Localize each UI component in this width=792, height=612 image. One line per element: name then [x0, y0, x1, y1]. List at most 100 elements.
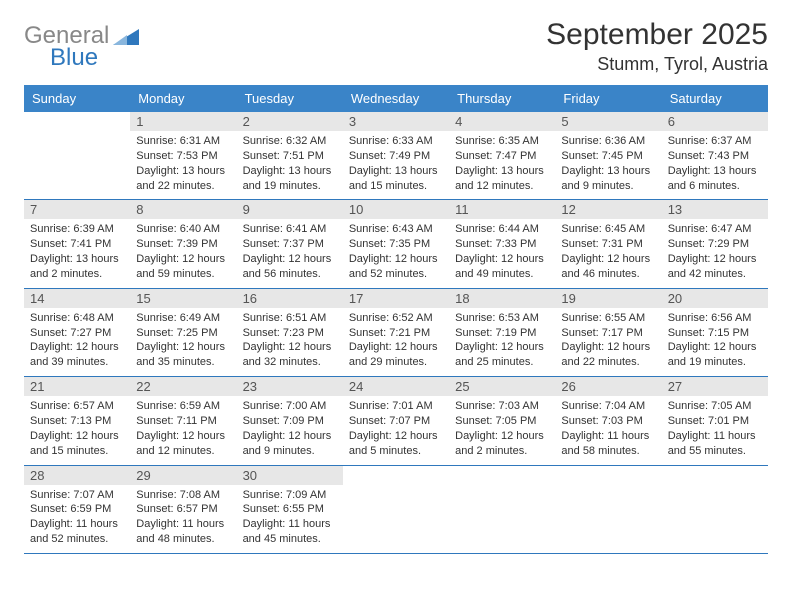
- day-number: 30: [237, 466, 343, 485]
- day-number: 28: [24, 466, 130, 485]
- calendar-cell: 21Sunrise: 6:57 AMSunset: 7:13 PMDayligh…: [24, 377, 130, 464]
- sunrise-text: Sunrise: 7:00 AM: [243, 399, 337, 414]
- daylight-text: Daylight: 12 hours and 56 minutes.: [243, 252, 337, 282]
- day-number: 18: [449, 289, 555, 308]
- daylight-text: Daylight: 12 hours and 12 minutes.: [136, 429, 230, 459]
- day-number: 14: [24, 289, 130, 308]
- calendar-cell: [24, 112, 130, 199]
- week-row: 1 Sunrise: 6:31 AMSunset: 7:53 PM Daylight…: [24, 112, 768, 200]
- sunrise-text: Sunrise: 6:41 AM: [243, 222, 337, 237]
- sunset-text: Sunset: 7:47 PM: [455, 149, 549, 164]
- calendar-cell: 24Sunrise: 7:01 AMSunset: 7:07 PMDayligh…: [343, 377, 449, 464]
- sunrise-text: Sunrise: 6:31 AM: [136, 134, 230, 149]
- calendar-cell: 12Sunrise: 6:45 AMSunset: 7:31 PMDayligh…: [555, 200, 661, 287]
- calendar-cell: 30Sunrise: 7:09 AMSunset: 6:55 PMDayligh…: [237, 466, 343, 553]
- sunset-text: Sunset: 7:11 PM: [136, 414, 230, 429]
- sunrise-text: Sunrise: 7:01 AM: [349, 399, 443, 414]
- daylight-text: Daylight: 12 hours and 42 minutes.: [668, 252, 762, 282]
- day-number: 22: [130, 377, 236, 396]
- sunset-text: Sunset: 6:57 PM: [136, 502, 230, 517]
- daylight-text: Daylight: 12 hours and 39 minutes.: [30, 340, 124, 370]
- logo: General Blue: [24, 22, 139, 50]
- day-number: 5: [555, 112, 661, 131]
- day-header: Thursday: [449, 85, 555, 112]
- calendar-cell: 11Sunrise: 6:44 AMSunset: 7:33 PMDayligh…: [449, 200, 555, 287]
- calendar-cell: 13Sunrise: 6:47 AMSunset: 7:29 PMDayligh…: [662, 200, 768, 287]
- daylight-text: Daylight: 11 hours and 55 minutes.: [668, 429, 762, 459]
- sunset-text: Sunset: 7:23 PM: [243, 326, 337, 341]
- sunrise-text: Sunrise: 6:44 AM: [455, 222, 549, 237]
- sunrise-text: Sunrise: 6:55 AM: [561, 311, 655, 326]
- sunrise-text: Sunrise: 6:57 AM: [30, 399, 124, 414]
- day-number: 25: [449, 377, 555, 396]
- daylight-text: Daylight: 12 hours and 49 minutes.: [455, 252, 549, 282]
- header: General Blue September 2025 Stumm, Tyrol…: [24, 18, 768, 75]
- day-header: Friday: [555, 85, 661, 112]
- sunrise-text: Sunrise: 6:51 AM: [243, 311, 337, 326]
- calendar-cell: [555, 466, 661, 553]
- sunrise-text: Sunrise: 6:43 AM: [349, 222, 443, 237]
- day-number: 3: [343, 112, 449, 131]
- sunrise-text: Sunrise: 6:33 AM: [349, 134, 443, 149]
- day-number: [24, 112, 130, 132]
- sunrise-text: Sunrise: 6:53 AM: [455, 311, 549, 326]
- calendar-cell: 3 Sunrise: 6:33 AMSunset: 7:49 PMDaylight…: [343, 112, 449, 199]
- daylight-text: Daylight: 13 hours and 12 minutes.: [455, 164, 549, 194]
- sunset-text: Sunset: 7:49 PM: [349, 149, 443, 164]
- sunset-text: Sunset: 7:03 PM: [561, 414, 655, 429]
- daylight-text: Daylight: 13 hours and 9 minutes.: [561, 164, 655, 194]
- sunset-text: Sunset: 7:41 PM: [30, 237, 124, 252]
- day-number: 7: [24, 200, 130, 219]
- sunset-text: Sunset: 7:53 PM: [136, 149, 230, 164]
- sunset-text: Sunset: 6:59 PM: [30, 502, 124, 517]
- sunrise-text: Sunrise: 6:49 AM: [136, 311, 230, 326]
- day-number: 4: [449, 112, 555, 131]
- sunrise-text: Sunrise: 7:03 AM: [455, 399, 549, 414]
- sunrise-text: Sunrise: 6:59 AM: [136, 399, 230, 414]
- daylight-text: Daylight: 12 hours and 59 minutes.: [136, 252, 230, 282]
- daylight-text: Daylight: 12 hours and 19 minutes.: [668, 340, 762, 370]
- sunrise-text: Sunrise: 7:07 AM: [30, 488, 124, 503]
- sunset-text: Sunset: 7:39 PM: [136, 237, 230, 252]
- sunset-text: Sunset: 7:29 PM: [668, 237, 762, 252]
- logo-triangle-icon: [113, 25, 139, 45]
- daylight-text: Daylight: 13 hours and 15 minutes.: [349, 164, 443, 194]
- sunset-text: Sunset: 7:37 PM: [243, 237, 337, 252]
- calendar-cell: 19Sunrise: 6:55 AMSunset: 7:17 PMDayligh…: [555, 289, 661, 376]
- day-header-row: SundayMondayTuesdayWednesdayThursdayFrid…: [24, 85, 768, 112]
- day-number: 17: [343, 289, 449, 308]
- day-number: 10: [343, 200, 449, 219]
- calendar-cell: 4Sunrise: 6:35 AMSunset: 7:47 PMDaylight…: [449, 112, 555, 199]
- sunset-text: Sunset: 7:31 PM: [561, 237, 655, 252]
- day-number: 6: [662, 112, 768, 131]
- sunset-text: Sunset: 7:13 PM: [30, 414, 124, 429]
- calendar-cell: 10 Sunrise: 6:43 AMSunset: 7:35 PMDayligh…: [343, 200, 449, 287]
- sunrise-text: Sunrise: 6:48 AM: [30, 311, 124, 326]
- logo-text-blue: Blue: [50, 44, 98, 72]
- sunrise-text: Sunrise: 6:32 AM: [243, 134, 337, 149]
- daylight-text: Daylight: 13 hours and 19 minutes.: [243, 164, 337, 194]
- daylight-text: Daylight: 12 hours and 29 minutes.: [349, 340, 443, 370]
- day-number: 1: [130, 112, 236, 131]
- daylight-text: Daylight: 12 hours and 32 minutes.: [243, 340, 337, 370]
- month-title: September 2025: [546, 18, 768, 52]
- day-number: 8: [130, 200, 236, 219]
- day-number: 26: [555, 377, 661, 396]
- daylight-text: Daylight: 11 hours and 48 minutes.: [136, 517, 230, 547]
- calendar-cell: 23Sunrise: 7:00 AMSunset: 7:09 PMDayligh…: [237, 377, 343, 464]
- daylight-text: Daylight: 11 hours and 58 minutes.: [561, 429, 655, 459]
- week-row: 7Sunrise: 6:39 AMSunset: 7:41 PMDaylight…: [24, 200, 768, 288]
- calendar-cell: 5Sunrise: 6:36 AMSunset: 7:45 PMDaylight…: [555, 112, 661, 199]
- day-number: 29: [130, 466, 236, 485]
- day-header: Wednesday: [343, 85, 449, 112]
- daylight-text: Daylight: 12 hours and 52 minutes.: [349, 252, 443, 282]
- day-header: Saturday: [662, 85, 768, 112]
- day-number: [662, 466, 768, 486]
- week-row: 14Sunrise: 6:48 AMSunset: 7:27 PMDayligh…: [24, 289, 768, 377]
- day-header: Monday: [130, 85, 236, 112]
- sunset-text: Sunset: 7:35 PM: [349, 237, 443, 252]
- day-number: 23: [237, 377, 343, 396]
- calendar-cell: 25Sunrise: 7:03 AMSunset: 7:05 PMDayligh…: [449, 377, 555, 464]
- daylight-text: Daylight: 12 hours and 35 minutes.: [136, 340, 230, 370]
- sunset-text: Sunset: 7:33 PM: [455, 237, 549, 252]
